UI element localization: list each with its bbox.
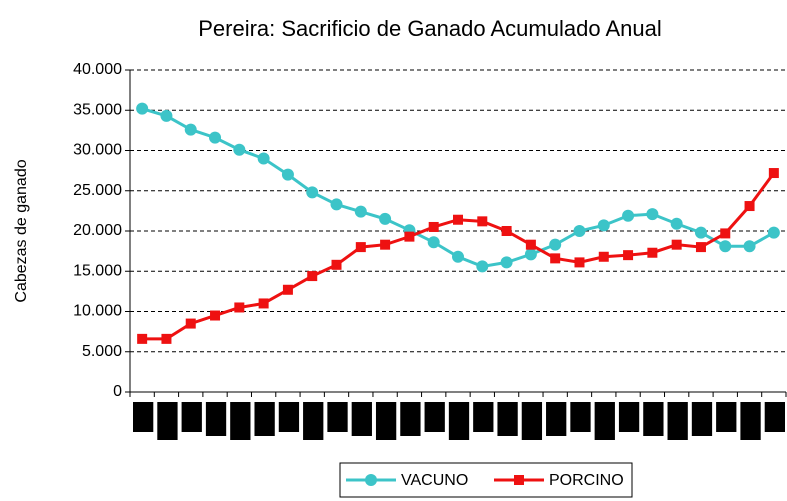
legend-label: VACUNO [401,472,468,489]
point [184,123,197,136]
point [452,250,464,263]
point [427,236,440,249]
point [597,219,610,232]
y-tick-label: 30.000 [73,142,122,159]
redacted-label [254,402,275,436]
point [257,152,270,165]
point [671,239,682,250]
point [670,217,683,230]
point [719,240,732,253]
redacted-label [400,402,421,436]
point [743,240,756,253]
y-tick-label: 0 [113,383,122,400]
point [354,205,367,218]
redacted-label [278,402,300,432]
point [355,242,366,253]
point [160,109,173,122]
point [598,251,609,262]
redacted-label [740,402,761,440]
point [525,239,536,250]
point [744,201,755,212]
y-tick-label: 5.000 [82,343,122,360]
redacted-label [497,402,518,436]
redacted-label [594,402,615,440]
point [574,257,585,268]
point [330,198,343,211]
point [234,302,245,313]
point [185,318,196,329]
redacted-label [327,402,348,432]
point [500,256,513,269]
point [209,131,222,144]
y-tick-label: 10.000 [73,303,122,320]
redacted-label [521,402,543,440]
point [331,259,342,270]
point [476,260,489,273]
point [307,271,318,282]
point [282,284,293,295]
point [161,333,172,344]
redacted-label [448,402,470,440]
point [379,212,392,225]
redacted-label [375,402,397,440]
y-axis-label: Cabezas de ganado [13,159,30,302]
point [306,186,319,199]
redacted-label [618,402,640,432]
point [695,242,706,253]
point [137,333,148,344]
redacted-label [303,402,324,440]
point [549,238,562,251]
point [428,221,439,232]
point [477,216,488,227]
point [233,143,246,156]
redacted-label [667,402,688,440]
point [524,248,537,261]
redacted-label [546,402,567,436]
redacted-label [230,402,251,440]
y-tick-label: 20.000 [73,222,122,239]
point [622,209,635,222]
y-tick-label: 15.000 [73,262,122,279]
y-tick-label: 40.000 [73,61,122,78]
legend-marker [514,475,524,485]
legend-label: PORCINO [549,472,624,489]
point [501,226,512,236]
point [646,208,659,221]
chart-title: Pereira: Sacrificio de Ganado Acumulado … [198,16,662,41]
point [768,168,779,179]
redacted-label [570,402,591,432]
point [647,247,658,258]
redacted-label [716,402,737,432]
point [720,228,731,239]
point [694,226,707,239]
point [380,239,391,250]
point [550,253,561,264]
redacted-label [351,402,372,436]
redacted-label [181,402,202,432]
redacted-label [133,402,154,432]
point [404,231,415,242]
point [210,310,221,321]
redacted-label [157,402,178,440]
point [281,168,294,181]
redacted-label [205,402,227,436]
point [573,225,586,237]
y-tick-label: 35.000 [73,101,122,118]
point [258,298,269,309]
redacted-label [764,402,785,432]
redacted-label [643,402,664,436]
point [136,102,149,115]
point [453,214,463,225]
point [623,250,634,261]
point [767,226,780,239]
redacted-label [691,402,713,436]
y-tick-label: 25.000 [73,182,122,199]
redacted-label [473,402,494,432]
redacted-label [424,402,445,432]
legend-marker [365,474,377,486]
